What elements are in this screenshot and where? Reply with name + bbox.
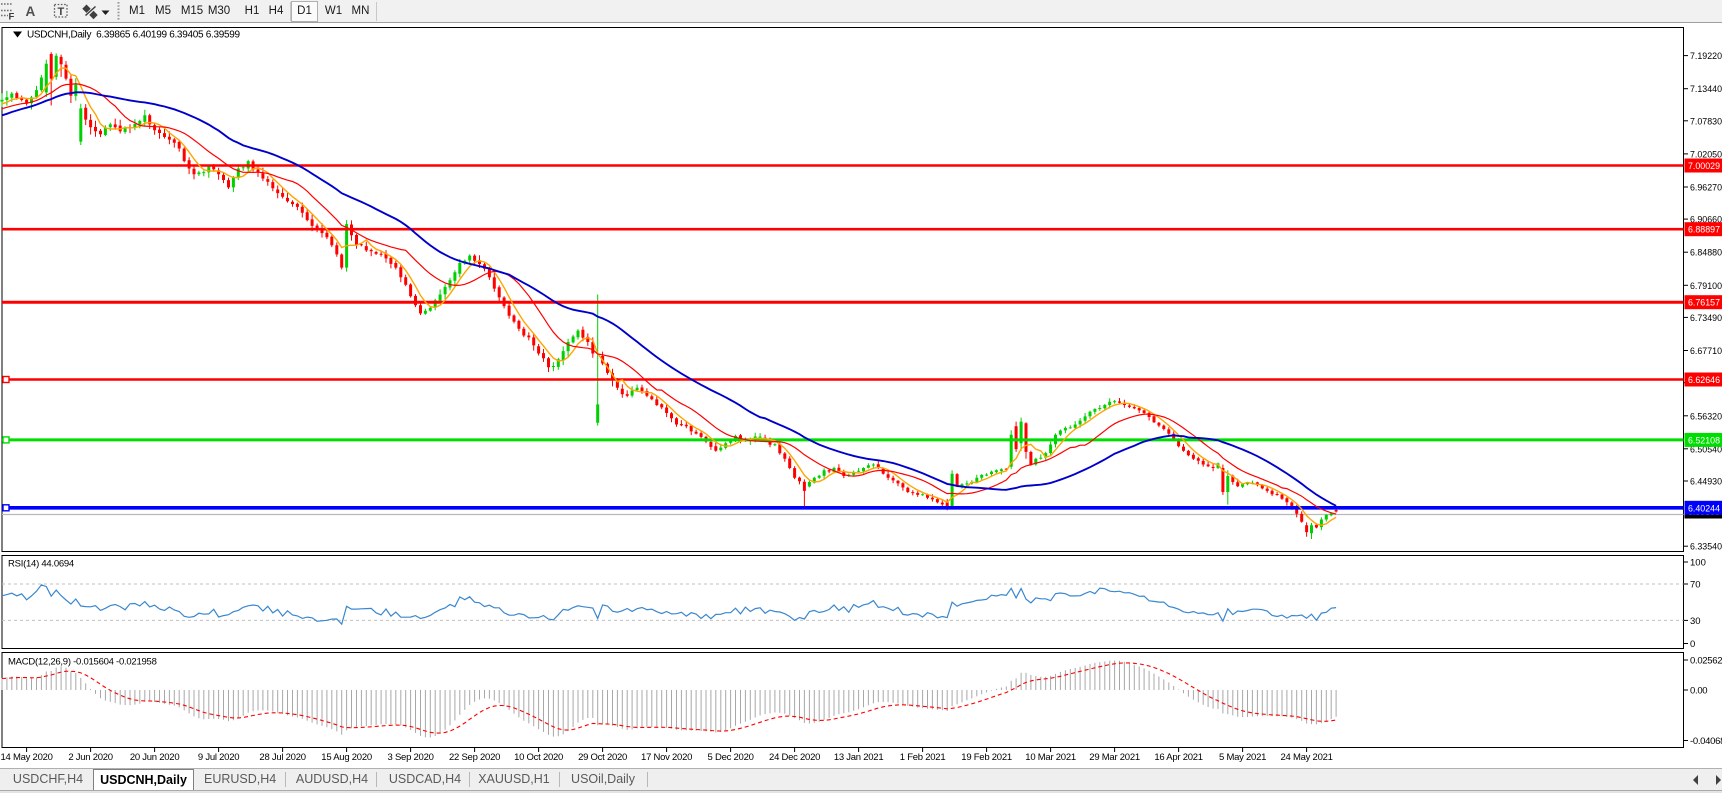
svg-text:F: F xyxy=(9,12,15,23)
svg-text:29 Oct 2020: 29 Oct 2020 xyxy=(578,752,627,763)
svg-text:14 May 2020: 14 May 2020 xyxy=(1,752,53,763)
svg-text:6.62646: 6.62646 xyxy=(1688,375,1720,386)
svg-text:5 Dec 2020: 5 Dec 2020 xyxy=(708,752,754,763)
svg-text:USDCNH,Daily 6.39865 6.40199: USDCNH,Daily 6.39865 6.40199 6.39405 6.3… xyxy=(27,30,241,41)
svg-text:9 Jul 2020: 9 Jul 2020 xyxy=(198,752,239,763)
svg-text:29 Mar 2021: 29 Mar 2021 xyxy=(1089,752,1140,763)
svg-text:17 Nov 2020: 17 Nov 2020 xyxy=(641,752,692,763)
svg-text:A: A xyxy=(26,4,36,19)
svg-text:10 Mar 2021: 10 Mar 2021 xyxy=(1025,752,1076,763)
svg-text:6.40244: 6.40244 xyxy=(1688,503,1720,514)
svg-text:5 May 2021: 5 May 2021 xyxy=(1219,752,1266,763)
svg-text:RSI(14) 44.0694: RSI(14) 44.0694 xyxy=(8,559,74,570)
svg-text:3 Sep 2020: 3 Sep 2020 xyxy=(388,752,434,763)
svg-text:2 Jun 2020: 2 Jun 2020 xyxy=(68,752,113,763)
svg-text:16 Apr 2021: 16 Apr 2021 xyxy=(1154,752,1203,763)
svg-text:6.56320: 6.56320 xyxy=(1690,411,1722,422)
svg-text:22 Sep 2020: 22 Sep 2020 xyxy=(449,752,500,763)
svg-text:24 Dec 2020: 24 Dec 2020 xyxy=(769,752,820,763)
svg-text:7.13440: 7.13440 xyxy=(1690,84,1722,95)
svg-text:28 Jul 2020: 28 Jul 2020 xyxy=(259,752,305,763)
svg-text:1 Feb 2021: 1 Feb 2021 xyxy=(900,752,946,763)
svg-text:0: 0 xyxy=(1690,639,1695,650)
svg-text:MACD(12,26,9) -0.015604 -0.021: MACD(12,26,9) -0.015604 -0.021958 xyxy=(8,657,157,668)
svg-text:100: 100 xyxy=(1690,558,1706,569)
svg-text:30: 30 xyxy=(1690,616,1701,627)
svg-text:T: T xyxy=(58,6,65,18)
svg-text:7.07830: 7.07830 xyxy=(1690,116,1722,127)
svg-text:6.73490: 6.73490 xyxy=(1690,313,1722,324)
svg-text:7.19220: 7.19220 xyxy=(1690,51,1722,62)
svg-text:6.50540: 6.50540 xyxy=(1690,444,1722,455)
svg-text:6.90660: 6.90660 xyxy=(1690,215,1722,226)
svg-text:0.00: 0.00 xyxy=(1690,686,1707,697)
svg-text:6.44930: 6.44930 xyxy=(1690,477,1722,488)
svg-text:0.025623: 0.025623 xyxy=(1690,656,1722,667)
svg-text:15 Aug 2020: 15 Aug 2020 xyxy=(321,752,372,763)
svg-text:6.33540: 6.33540 xyxy=(1690,542,1722,553)
svg-text:6.67710: 6.67710 xyxy=(1690,346,1722,357)
svg-text:20 Jun 2020: 20 Jun 2020 xyxy=(130,752,180,763)
svg-text:19 Feb 2021: 19 Feb 2021 xyxy=(961,752,1012,763)
svg-text:6.84880: 6.84880 xyxy=(1690,248,1722,259)
svg-text:10 Oct 2020: 10 Oct 2020 xyxy=(514,752,563,763)
svg-text:7.02050: 7.02050 xyxy=(1690,149,1722,160)
svg-text:6.88897: 6.88897 xyxy=(1688,225,1720,236)
svg-text:6.52108: 6.52108 xyxy=(1688,435,1720,446)
svg-text:6.76157: 6.76157 xyxy=(1688,298,1720,309)
svg-text:6.79100: 6.79100 xyxy=(1690,281,1722,292)
svg-text:7.00029: 7.00029 xyxy=(1688,161,1720,172)
svg-text:-0.04068: -0.04068 xyxy=(1690,736,1722,747)
svg-text:24 May 2021: 24 May 2021 xyxy=(1281,752,1333,763)
svg-text:6.96270: 6.96270 xyxy=(1690,183,1722,194)
svg-text:70: 70 xyxy=(1690,580,1701,591)
svg-text:13 Jan 2021: 13 Jan 2021 xyxy=(834,752,884,763)
